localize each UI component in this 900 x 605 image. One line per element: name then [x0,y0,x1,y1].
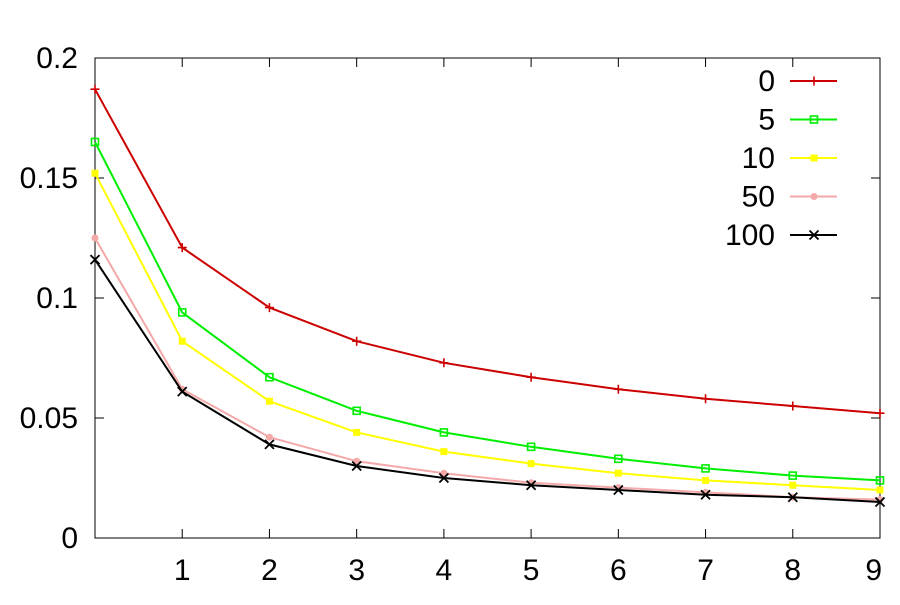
series-line [94,88,881,415]
series-line [94,259,881,503]
x-tick-label: 8 [784,554,801,587]
data-point [527,460,535,468]
data-point [439,428,449,437]
data-point [876,486,884,494]
legend-label: 0 [758,65,775,98]
data-point [91,169,99,177]
series-line [94,237,881,501]
data-point [177,243,187,253]
data-point [440,448,448,456]
legend: 0 5 10 50 100 [725,65,837,252]
series-group [89,84,886,508]
x-axis: 1 2 3 4 5 6 7 8 9 [174,58,882,587]
data-point [438,472,450,484]
data-point [351,460,362,472]
data-point [264,439,275,450]
data-point [702,476,710,484]
data-point [178,337,186,345]
data-point [439,358,449,368]
series-100 [89,254,886,508]
y-tick-label: 0.05 [20,402,78,435]
series-line [94,172,881,491]
data-point [90,137,100,147]
data-point [177,308,187,317]
data-point [613,484,624,496]
data-point [352,406,361,416]
data-point [788,471,798,480]
legend-entry-50: 50 [742,181,837,214]
y-tick-label: 0 [61,522,78,555]
series-50 [91,234,884,504]
x-tick-label: 9 [865,554,882,587]
data-point [875,476,885,485]
x-tick-label: 3 [348,554,365,587]
x-tick-label: 7 [697,554,714,587]
data-point [526,442,536,452]
legend-entry-5: 5 [758,104,837,137]
legend-marker [808,229,820,241]
x-tick-label: 4 [436,554,453,587]
data-point [265,433,273,441]
data-point [525,480,537,491]
series-line [94,141,881,482]
data-point [440,469,448,477]
data-point [788,401,798,411]
legend-marker [809,115,819,124]
y-axis: 0 0.05 0.1 0.15 0.2 [20,42,880,555]
data-point [613,384,623,394]
y-tick-label: 0.2 [36,42,78,75]
data-point [265,372,274,382]
data-point [352,336,362,346]
data-point [265,397,273,405]
x-tick-label: 5 [523,554,540,587]
data-point [526,372,536,382]
data-point [614,469,622,477]
data-point [875,408,885,418]
x-tick-label: 2 [261,554,278,587]
legend-marker [809,76,819,86]
legend-marker [810,193,818,200]
data-point [89,254,101,265]
data-point [789,481,797,489]
legend-entry-0: 0 [758,65,837,98]
legend-label: 10 [742,142,775,175]
data-point [874,496,886,508]
data-point [91,234,99,242]
data-point [177,386,188,397]
x-tick-label: 1 [174,554,191,587]
data-point [353,428,361,436]
series-10 [91,169,884,494]
legend-entry-100: 100 [725,219,837,252]
y-tick-label: 0.1 [36,282,78,315]
legend-label: 5 [758,104,775,137]
legend-label: 100 [725,219,775,252]
legend-label: 50 [742,181,775,214]
data-point [787,492,798,503]
data-point [701,394,711,404]
data-point [90,84,100,94]
data-point [614,454,623,464]
series-5 [90,137,885,485]
data-point [701,464,710,473]
data-point [353,457,361,465]
legend-marker [810,154,818,162]
data-point [264,303,274,313]
data-point [700,489,711,500]
y-tick-label: 0.15 [20,162,78,195]
x-tick-label: 6 [610,554,627,587]
legend-entry-10: 10 [742,142,837,175]
series-0 [90,84,885,418]
